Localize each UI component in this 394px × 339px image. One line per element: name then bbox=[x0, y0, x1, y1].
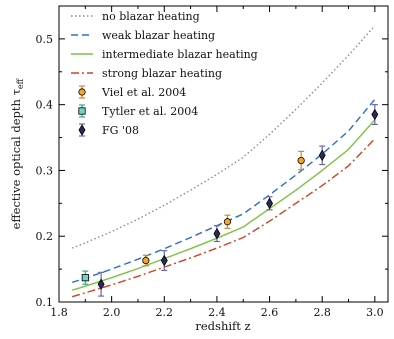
legend-label: intermediate blazar heating bbox=[102, 48, 258, 61]
x-axis-label: redshift z bbox=[195, 319, 250, 333]
data-point-diamond bbox=[371, 108, 379, 121]
legend-marker-diamond bbox=[78, 124, 86, 136]
x-tick-label: 2.2 bbox=[156, 306, 174, 319]
data-point-diamond bbox=[160, 254, 168, 267]
x-tick-label: 1.8 bbox=[50, 306, 68, 319]
y-axis-label: effective optical depth τeff bbox=[9, 77, 25, 229]
legend-marker-square bbox=[78, 107, 86, 115]
data-point-square bbox=[81, 274, 89, 282]
data-point-circle bbox=[297, 156, 305, 165]
legend-label: FG '08 bbox=[102, 124, 139, 137]
data-points bbox=[81, 104, 379, 297]
x-tick-label: 2.0 bbox=[103, 306, 121, 319]
legend-marker-circle bbox=[78, 88, 86, 96]
legend-label: Viel et al. 2004 bbox=[101, 86, 186, 99]
data-point-diamond bbox=[318, 149, 326, 162]
data-point-circle bbox=[223, 218, 232, 226]
axis-ticks bbox=[58, 5, 388, 303]
y-tick-label: 0.2 bbox=[36, 230, 54, 243]
plot-area bbox=[58, 5, 389, 303]
y-tick-label: 0.3 bbox=[36, 164, 54, 177]
y-tick-label: 0.4 bbox=[36, 99, 54, 112]
y-tick-label: 0.5 bbox=[36, 33, 54, 46]
legend-label: weak blazar heating bbox=[102, 29, 215, 42]
series-line-3 bbox=[71, 119, 376, 291]
legend-label: no blazar heating bbox=[102, 10, 200, 23]
y-axis-label-main: effective optical depth τ bbox=[9, 89, 23, 229]
x-tick-label: 2.8 bbox=[313, 306, 331, 319]
legend-label: strong blazar heating bbox=[102, 67, 222, 80]
x-tick-label: 2.6 bbox=[261, 306, 279, 319]
data-point-diamond bbox=[97, 278, 105, 291]
data-point-diamond bbox=[266, 197, 274, 210]
x-tick-label: 3.0 bbox=[366, 306, 384, 319]
x-tick-labels: 1.8 2.0 2.2 2.4 2.6 2.8 3.0 bbox=[50, 306, 383, 319]
legend: no blazar heating weak blazar heating inte… bbox=[71, 10, 258, 137]
y-tick-labels: 0.1 0.2 0.3 0.4 0.5 bbox=[36, 33, 54, 309]
y-axis-label-subscript: eff bbox=[16, 77, 25, 89]
legend-label: Tytler et al. 2004 bbox=[102, 105, 198, 118]
plot-frame bbox=[58, 5, 389, 303]
x-tick-label: 2.4 bbox=[208, 306, 226, 319]
series-line-4 bbox=[72, 138, 376, 298]
data-point-diamond bbox=[213, 227, 221, 240]
data-point-circle bbox=[142, 256, 150, 265]
y-tick-label: 0.1 bbox=[36, 296, 54, 309]
